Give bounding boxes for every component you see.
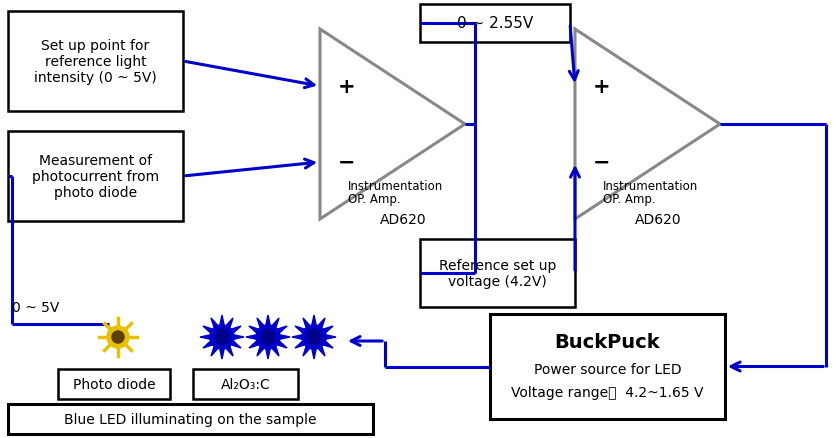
Polygon shape [211, 346, 217, 356]
Polygon shape [318, 318, 324, 328]
Text: 0 ~ 2.55V: 0 ~ 2.55V [456, 17, 533, 32]
Polygon shape [292, 335, 302, 339]
Polygon shape [277, 341, 287, 348]
Polygon shape [231, 341, 241, 348]
Polygon shape [231, 326, 241, 333]
Bar [58, 369, 170, 399]
Polygon shape [323, 326, 333, 333]
Polygon shape [266, 349, 270, 359]
Text: Power source for LED: Power source for LED [533, 362, 681, 376]
Bar [420, 5, 569, 43]
Polygon shape [312, 349, 316, 359]
Text: Photo diode: Photo diode [73, 377, 155, 391]
Text: Measurement of
photocurrent from
photo diode: Measurement of photocurrent from photo d… [32, 153, 159, 200]
Polygon shape [248, 326, 258, 333]
Polygon shape [257, 318, 263, 328]
Ellipse shape [307, 329, 320, 345]
Circle shape [112, 331, 124, 343]
Polygon shape [294, 326, 304, 333]
Text: Instrumentation: Instrumentation [602, 180, 697, 193]
Polygon shape [257, 346, 263, 356]
Text: OP. Amp.: OP. Amp. [348, 193, 400, 206]
Polygon shape [325, 335, 335, 339]
Text: −: − [338, 153, 355, 173]
Circle shape [302, 325, 325, 349]
Polygon shape [202, 341, 212, 348]
Polygon shape [294, 341, 304, 348]
Text: 0 ~ 5V: 0 ~ 5V [12, 300, 59, 314]
Bar [8, 132, 183, 222]
Text: +: + [592, 77, 610, 97]
Polygon shape [220, 315, 224, 325]
Polygon shape [272, 318, 278, 328]
Text: Instrumentation: Instrumentation [348, 180, 443, 193]
Bar [8, 12, 183, 112]
Polygon shape [220, 349, 224, 359]
Polygon shape [279, 335, 289, 339]
Bar [420, 240, 574, 307]
Text: Reference set up
voltage (4.2V): Reference set up voltage (4.2V) [438, 258, 556, 289]
Text: +: + [338, 77, 355, 97]
Polygon shape [312, 315, 316, 325]
Bar [8, 404, 373, 434]
Polygon shape [266, 315, 270, 325]
Polygon shape [200, 335, 210, 339]
Circle shape [210, 325, 234, 349]
Polygon shape [277, 326, 287, 333]
Text: Al₂O₃:C: Al₂O₃:C [221, 377, 270, 391]
Ellipse shape [215, 329, 228, 345]
Polygon shape [233, 335, 244, 339]
Polygon shape [246, 335, 256, 339]
Text: Blue LED illuminating on the sample: Blue LED illuminating on the sample [64, 412, 316, 426]
Text: AD620: AD620 [635, 212, 681, 226]
Text: Voltage range：  4.2~1.65 V: Voltage range： 4.2~1.65 V [511, 385, 703, 399]
Bar [489, 314, 724, 419]
Polygon shape [272, 346, 278, 356]
Text: Set up point for
reference light
intensity (0 ~ 5V): Set up point for reference light intensi… [34, 39, 156, 85]
Polygon shape [248, 341, 258, 348]
Polygon shape [202, 326, 212, 333]
Polygon shape [211, 318, 217, 328]
Bar [193, 369, 298, 399]
Polygon shape [303, 346, 309, 356]
Polygon shape [226, 346, 232, 356]
Polygon shape [323, 341, 333, 348]
Polygon shape [318, 346, 324, 356]
Text: OP. Amp.: OP. Amp. [602, 193, 655, 206]
Circle shape [107, 326, 129, 348]
Text: AD620: AD620 [380, 212, 426, 226]
Polygon shape [303, 318, 309, 328]
Polygon shape [226, 318, 232, 328]
Text: BuckPuck: BuckPuck [554, 333, 660, 352]
Circle shape [256, 325, 280, 349]
Ellipse shape [261, 329, 274, 345]
Text: −: − [592, 153, 609, 173]
